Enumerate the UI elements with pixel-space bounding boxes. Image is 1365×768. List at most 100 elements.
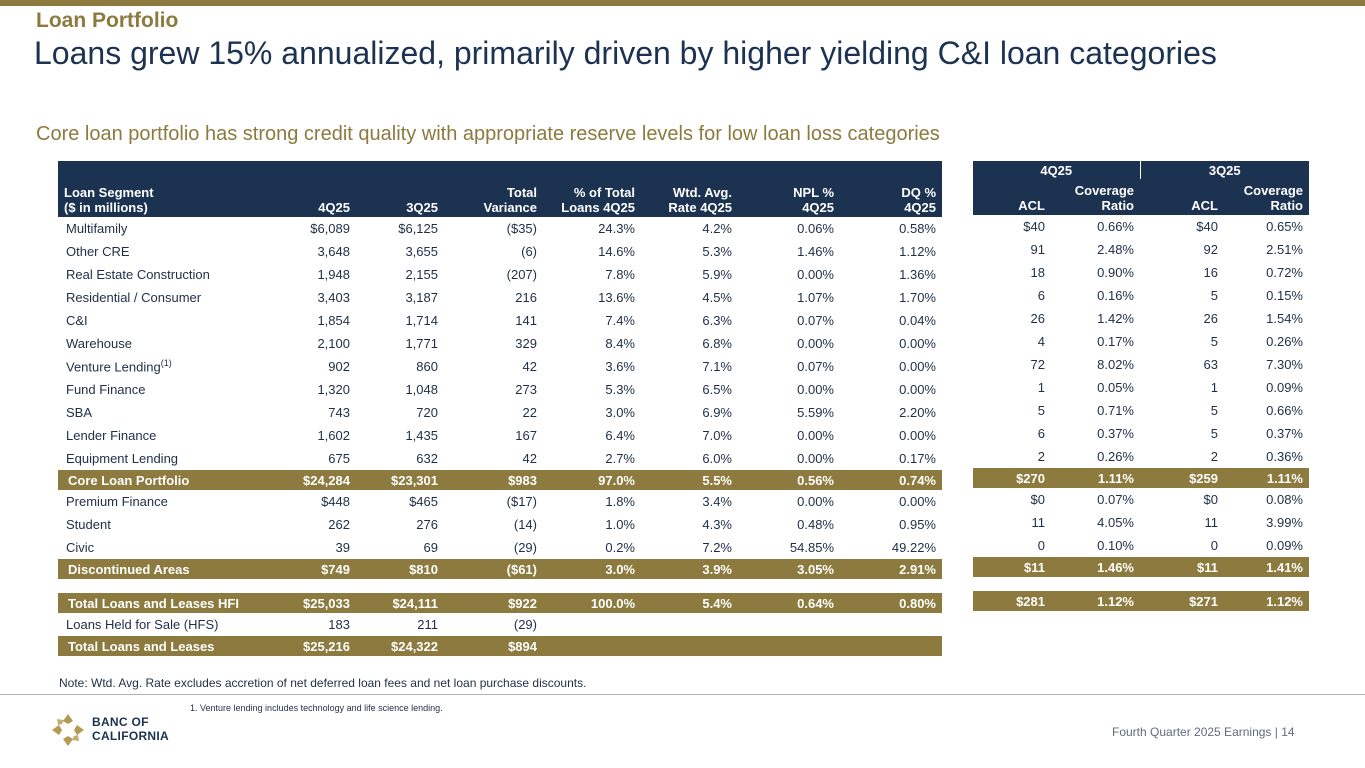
pct_total-cell (543, 636, 641, 656)
q3-cell: $6,125 (398, 221, 438, 236)
table-row: 72 8.02% 63 7.30% (973, 353, 1309, 376)
cov-q4-cell: 0.66% (1097, 219, 1134, 234)
acl-q4-cell: 5 (1037, 403, 1045, 418)
q4-cell: 902 (328, 359, 350, 374)
acl-q3-cell: 11 (1204, 515, 1219, 530)
acl-q4-cell: 18 (1030, 265, 1045, 280)
table-row: Venture Lending(1) 902 860 42 3.6% 7.1% 0.07% 0… (58, 355, 942, 378)
table-row: Premium Finance $448 $465 ($17) 1.8% 3.4% 0.00… (58, 490, 942, 513)
header-group-4q25: 4Q25 (973, 161, 1140, 179)
dq-cell: 49.22% (891, 540, 936, 555)
q4-cell: $749 (288, 559, 356, 579)
dq-cell: 0.04% (899, 313, 936, 328)
npl-cell: 0.00% (797, 451, 834, 466)
subtotal-row: $11 1.46% $11 1.41% (973, 557, 1309, 577)
dq-cell: 0.00% (899, 428, 936, 443)
pct_total-cell: 0.2% (605, 540, 635, 555)
acl-q3-cell: $271 (1140, 591, 1224, 611)
cov-q4-cell: 1.46% (1051, 557, 1140, 577)
rate-cell: 4.5% (702, 290, 732, 305)
cov-q4-cell: 0.16% (1097, 288, 1134, 303)
pct_total-cell: 2.7% (605, 451, 635, 466)
cov-q4-cell: 0.07% (1097, 492, 1134, 507)
dq-cell: 0.95% (899, 517, 936, 532)
q4-cell: 183 (328, 617, 350, 632)
acl-q4-cell: 11 (1031, 515, 1046, 530)
acl-q3-cell: $40 (1196, 219, 1218, 234)
segment-cell: Multifamily (66, 221, 128, 236)
cov-q3-cell: 0.65% (1266, 219, 1303, 234)
footnote-marker: (1) (160, 358, 172, 369)
acl-q3-cell: 63 (1203, 357, 1218, 372)
dq-cell: 0.58% (899, 221, 936, 236)
cov-q3-cell: 1.54% (1266, 311, 1303, 326)
pct_total-cell: 3.6% (605, 359, 635, 374)
npl-cell: 0.00% (797, 336, 834, 351)
cov-q4-cell: 0.37% (1097, 426, 1134, 441)
npl-cell: 0.06% (797, 221, 834, 236)
variance-cell: $922 (444, 593, 543, 613)
q4-cell: 3,648 (317, 244, 350, 259)
cov-q3-cell: 0.72% (1266, 265, 1303, 280)
segment-cell: Student (66, 517, 111, 532)
segment-cell: Lender Finance (66, 428, 157, 443)
table-row: 4 0.17% 5 0.26% (973, 330, 1309, 353)
cov-q3-cell: 1.41% (1224, 557, 1309, 577)
segment-cell: Discontinued Areas (58, 559, 288, 579)
npl-cell: 0.64% (738, 593, 840, 613)
cov-q3-cell: 0.36% (1266, 449, 1303, 464)
segment-cell: SBA (66, 405, 93, 420)
subtotal-row: Discontinued Areas $749 $810 ($61) 3.0% 3.9% 3… (58, 559, 942, 579)
variance-cell: (207) (506, 267, 537, 282)
footer-divider (0, 694, 1365, 695)
footer-page-label: Fourth Quarter 2025 Earnings | 14 (1112, 725, 1295, 739)
pct_total-cell: 3.0% (543, 559, 641, 579)
segment-cell: Other CRE (66, 244, 130, 259)
q4-cell: 262 (328, 517, 350, 532)
variance-cell: 216 (515, 290, 537, 305)
cov-q4-cell: 0.10% (1097, 538, 1134, 553)
pct_total-cell: 1.8% (605, 494, 635, 509)
npl-cell: 0.07% (797, 313, 834, 328)
variance-cell: (29) (513, 617, 537, 632)
rate-cell: 3.9% (641, 559, 738, 579)
section-label: Loan Portfolio (36, 9, 179, 32)
dq-cell: 1.70% (899, 290, 936, 305)
rate-cell: 4.3% (702, 517, 732, 532)
acl-q3-cell: 1 (1210, 380, 1218, 395)
q3-cell: 720 (416, 405, 438, 420)
acl-q4-cell: 72 (1030, 357, 1045, 372)
q4-cell: $6,089 (310, 221, 350, 236)
segment-cell: Core Loan Portfolio (58, 470, 288, 490)
table-row: 91 2.48% 92 2.51% (973, 238, 1309, 261)
segment-cell: Warehouse (66, 336, 132, 351)
rate-cell: 6.0% (702, 451, 732, 466)
npl-cell: 0.00% (797, 267, 834, 282)
dq-cell: 0.74% (840, 470, 942, 490)
cov-q3-cell: 1.11% (1224, 468, 1309, 488)
spacer-row (973, 577, 1309, 591)
cov-q3-cell: 2.51% (1266, 242, 1303, 257)
pct_total-cell: 14.6% (598, 244, 635, 259)
pct_total-cell: 97.0% (543, 470, 641, 490)
cov-q3-cell: 0.08% (1266, 492, 1303, 507)
table-row: Fund Finance 1,320 1,048 273 5.3% 6.5% 0.00% 0.… (58, 378, 942, 401)
q3-cell: 632 (416, 451, 438, 466)
q3-cell: 276 (416, 517, 438, 532)
header-wtd-avg-rate: Wtd. Avg. Rate 4Q25 (641, 161, 738, 217)
dq-cell: 0.17% (899, 451, 936, 466)
table-row: SBA 743 720 22 3.0% 6.9% 5.59% 2.20% (58, 401, 942, 424)
variance-cell: ($35) (506, 221, 537, 236)
q4-cell: $25,216 (288, 636, 356, 656)
rate-cell: 5.9% (702, 267, 732, 282)
cov-q4-cell: 1.11% (1051, 468, 1140, 488)
cov-q3-cell: 0.26% (1266, 334, 1303, 349)
table-note: Note: Wtd. Avg. Rate excludes accretion … (59, 676, 587, 690)
q3-cell: $24,322 (356, 636, 444, 656)
npl-cell: 0.00% (797, 382, 834, 397)
rate-cell: 5.4% (641, 593, 738, 613)
rate-cell: 5.5% (641, 470, 738, 490)
acl-q3-cell: $0 (1203, 492, 1218, 507)
q3-cell: $24,111 (356, 593, 444, 613)
cov-q4-cell: 0.17% (1097, 334, 1134, 349)
